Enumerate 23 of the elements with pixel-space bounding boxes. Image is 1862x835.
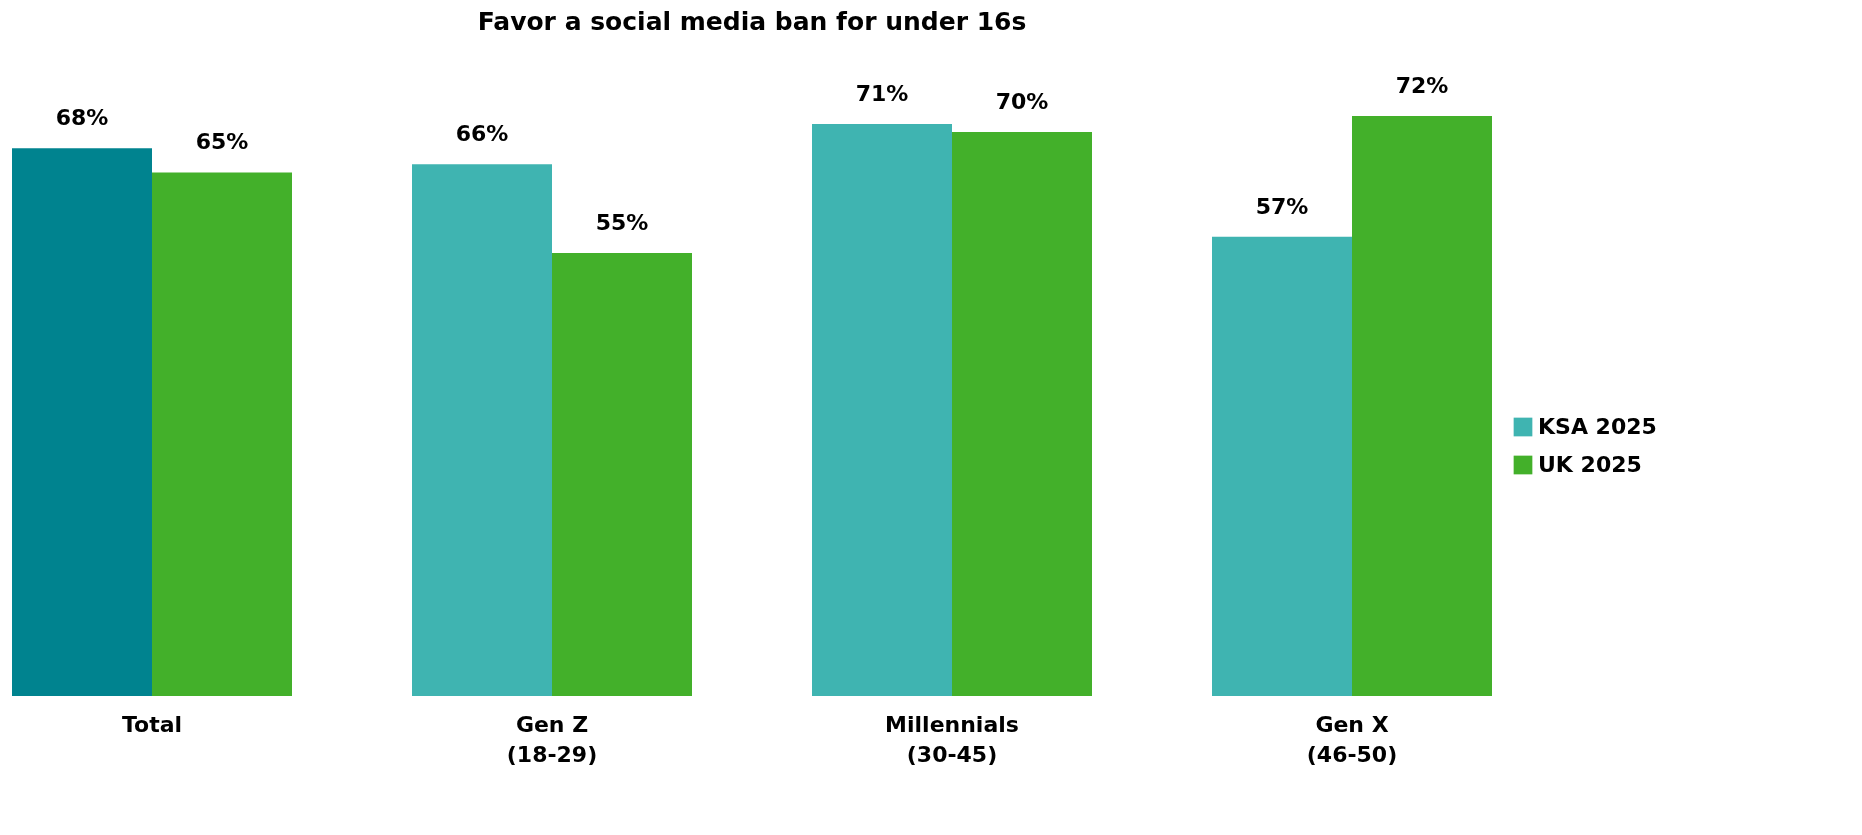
x-tick-label: Gen X (46-50): [1306, 711, 1398, 767]
data-label: 65%: [195, 129, 249, 155]
bar: [412, 164, 552, 696]
bar: [1212, 236, 1352, 696]
legend-label: UK 2025: [1538, 452, 1642, 477]
legend-label: KSA 2025: [1538, 414, 1657, 439]
data-label: 71%: [855, 81, 909, 107]
bar: [152, 172, 292, 696]
x-tick-label: Total: [121, 711, 183, 737]
bar: [1352, 116, 1492, 696]
bar: [952, 132, 1092, 696]
data-label: 72%: [1395, 73, 1449, 98]
data-label: 66%: [455, 121, 509, 147]
data-label: 55%: [595, 209, 649, 235]
chart-title: Favor a social media ban for under 16s: [477, 7, 1027, 36]
data-label: 68%: [55, 105, 109, 131]
bar: [12, 148, 152, 696]
bar: [552, 252, 692, 696]
x-tick-label: Millennials (30-45): [885, 711, 1019, 767]
x-tick-label: Gen Z (18-29): [506, 711, 598, 767]
bar: [812, 124, 952, 696]
data-label: 70%: [995, 89, 1049, 115]
data-label: 57%: [1255, 193, 1309, 219]
